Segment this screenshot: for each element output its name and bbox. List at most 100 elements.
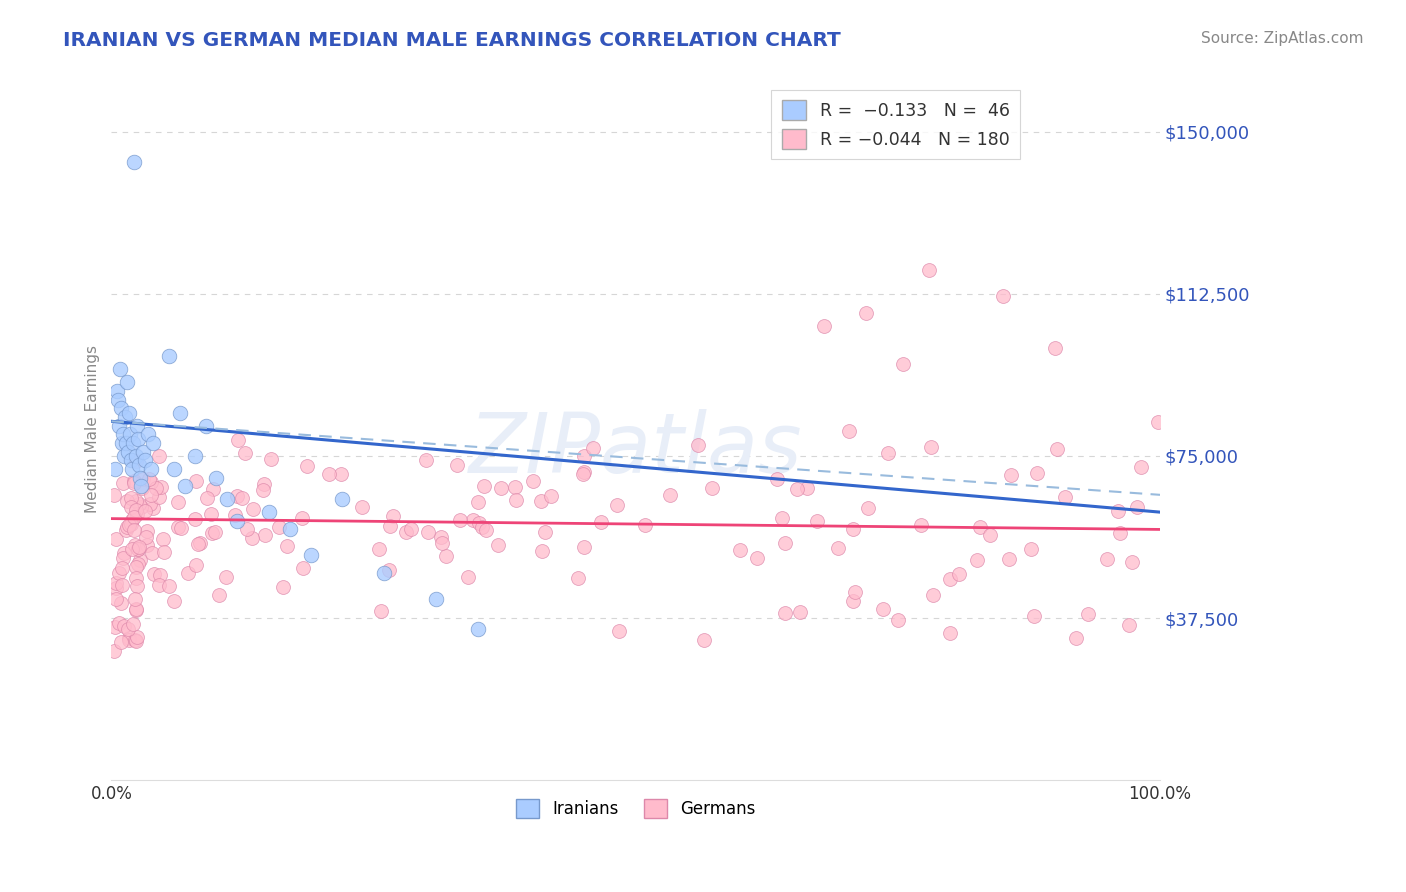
Point <box>633 518 655 533</box>
Point <box>122 509 145 524</box>
Point <box>688 438 710 452</box>
Point <box>1043 341 1066 355</box>
Point <box>128 470 150 484</box>
Point <box>415 453 437 467</box>
Point <box>138 497 160 511</box>
Point <box>177 566 200 580</box>
Point <box>204 525 226 540</box>
Point <box>148 578 170 592</box>
Point <box>430 536 453 550</box>
Point <box>572 465 595 479</box>
Point <box>1109 526 1132 541</box>
Point <box>236 522 259 536</box>
Point <box>382 509 405 524</box>
Point <box>111 427 134 442</box>
Point <box>186 475 208 489</box>
Point <box>142 566 165 581</box>
Point <box>449 513 471 527</box>
Text: ZIPatlas: ZIPatlas <box>470 409 803 491</box>
Point <box>105 582 128 596</box>
Point <box>121 542 143 557</box>
Text: Source: ZipAtlas.com: Source: ZipAtlas.com <box>1201 31 1364 46</box>
Point <box>461 513 484 527</box>
Point <box>534 525 557 540</box>
Point <box>187 537 209 551</box>
Point <box>467 516 489 530</box>
Point <box>145 481 167 495</box>
Point <box>330 492 353 507</box>
Point <box>1107 503 1129 517</box>
Point <box>567 571 589 585</box>
Point <box>856 500 879 515</box>
Point <box>103 643 125 657</box>
Point <box>1118 617 1140 632</box>
Point <box>430 530 453 544</box>
Point <box>110 596 132 610</box>
Point <box>115 523 138 537</box>
Point <box>806 515 828 529</box>
Point <box>1046 442 1069 457</box>
Point <box>292 561 315 575</box>
Point <box>124 634 146 648</box>
Point <box>122 523 145 537</box>
Point <box>127 541 149 556</box>
Point <box>745 551 768 566</box>
Point <box>540 489 562 503</box>
Point <box>226 514 249 528</box>
Point <box>167 495 190 509</box>
Point <box>125 631 148 645</box>
Point <box>124 603 146 617</box>
Point <box>129 552 152 566</box>
Point <box>124 449 146 463</box>
Point <box>139 475 162 490</box>
Point <box>129 500 152 514</box>
Point <box>269 520 291 534</box>
Point <box>173 479 195 493</box>
Point <box>148 490 170 504</box>
Point <box>446 458 468 472</box>
Point <box>127 557 149 571</box>
Point <box>105 532 128 546</box>
Point <box>125 493 148 508</box>
Point <box>254 528 277 542</box>
Point <box>395 524 418 539</box>
Point <box>233 446 256 460</box>
Point <box>242 502 264 516</box>
Point <box>215 492 238 507</box>
Point <box>163 462 186 476</box>
Point <box>152 532 174 546</box>
Point <box>125 454 148 468</box>
Point <box>184 512 207 526</box>
Point <box>253 477 276 491</box>
Point <box>966 552 988 566</box>
Point <box>979 528 1001 542</box>
Point <box>111 550 134 565</box>
Point <box>124 571 146 585</box>
Point <box>998 552 1021 566</box>
Point <box>225 489 247 503</box>
Text: IRANIAN VS GERMAN MEDIAN MALE EARNINGS CORRELATION CHART: IRANIAN VS GERMAN MEDIAN MALE EARNINGS C… <box>63 31 841 50</box>
Point <box>169 406 191 420</box>
Point <box>876 446 898 460</box>
Point <box>531 544 554 558</box>
Point <box>259 452 281 467</box>
Point <box>107 418 129 433</box>
Point <box>139 488 162 502</box>
Point <box>969 520 991 534</box>
Point <box>103 487 125 501</box>
Point <box>330 467 353 482</box>
Point <box>773 606 796 620</box>
Point <box>838 424 860 438</box>
Point <box>118 633 141 648</box>
Point <box>299 549 322 563</box>
Point <box>318 467 340 482</box>
Point <box>128 540 150 554</box>
Point <box>110 634 132 648</box>
Point <box>118 631 141 645</box>
Point <box>770 510 793 524</box>
Point <box>918 263 941 277</box>
Point <box>124 154 146 169</box>
Point <box>120 491 142 505</box>
Point <box>120 516 142 531</box>
Point <box>200 507 222 521</box>
